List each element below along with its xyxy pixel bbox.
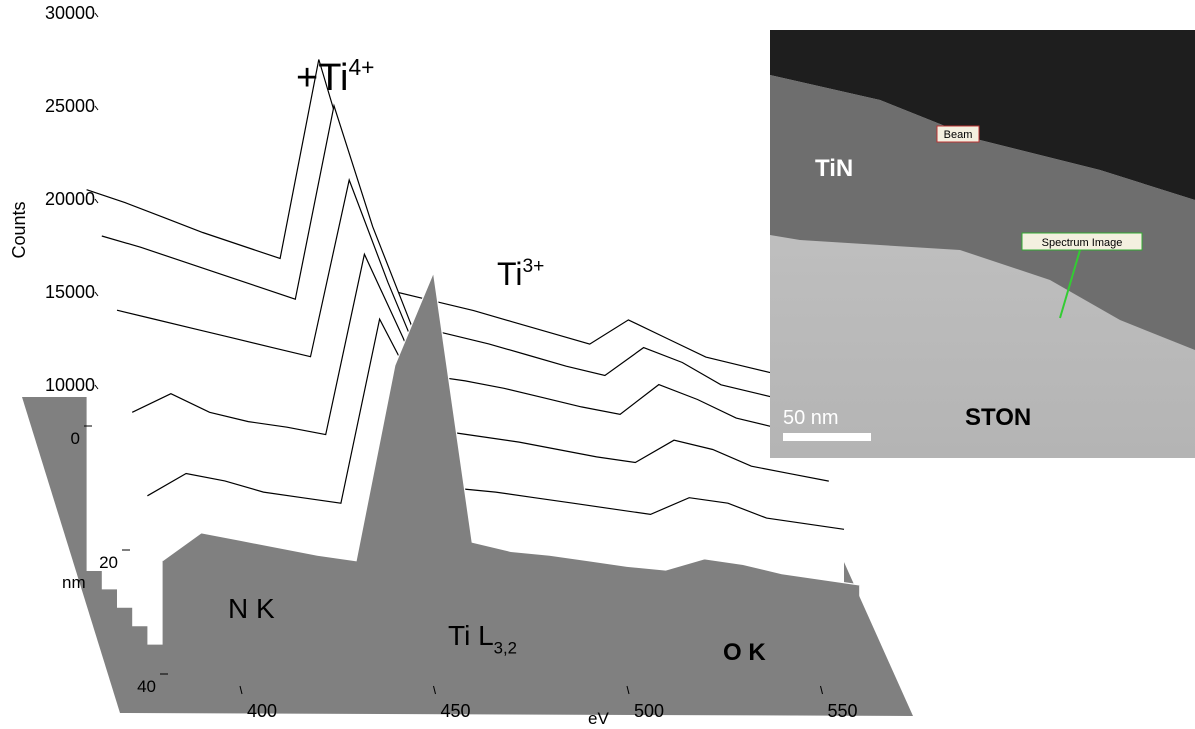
y-tick-label: 30000 bbox=[45, 3, 95, 23]
region-label: TiN bbox=[815, 155, 853, 182]
annotation-text: Ti L bbox=[448, 620, 494, 651]
x-tick-label: 400 bbox=[247, 701, 277, 721]
annotation: N K bbox=[228, 593, 275, 624]
marker-label: Beam bbox=[944, 129, 973, 141]
annotation-text: +Ti bbox=[296, 57, 348, 99]
z-tick-label: 40 bbox=[137, 677, 156, 696]
annotation-text: N K bbox=[228, 593, 275, 624]
figure: 50 nm TiN STON Beam Spectrum Image Count… bbox=[0, 0, 1195, 729]
annotation-text: Ti bbox=[497, 256, 522, 292]
z-tick-label: 20 bbox=[99, 553, 118, 572]
y-tick-label: 15000 bbox=[45, 282, 95, 302]
y-axis-label: Counts bbox=[9, 201, 29, 258]
annotation-superscript: 4+ bbox=[348, 54, 374, 80]
y-tick bbox=[95, 13, 98, 17]
scale-bar-label: 50 nm bbox=[783, 407, 839, 429]
annotation-text: O K bbox=[723, 639, 766, 666]
y-tick-label: 20000 bbox=[45, 189, 95, 209]
x-tick-label: 450 bbox=[440, 701, 470, 721]
z-tick-label: 0 bbox=[71, 429, 80, 448]
y-tick-label: 10000 bbox=[45, 375, 95, 395]
scale-bar bbox=[783, 433, 871, 441]
annotation-subscript: 3,2 bbox=[494, 638, 517, 657]
y-tick bbox=[95, 106, 98, 110]
region-label: STON bbox=[965, 404, 1031, 431]
x-tick-label: 550 bbox=[827, 701, 857, 721]
plot bbox=[87, 60, 860, 664]
y-tick-label: 25000 bbox=[45, 96, 95, 116]
annotation: O K bbox=[723, 639, 766, 666]
annotation: Ti3+ bbox=[497, 256, 544, 292]
z-axis-label: nm bbox=[62, 573, 86, 592]
x-axis-label: eV bbox=[588, 709, 609, 728]
marker-label: Spectrum Image bbox=[1042, 237, 1123, 249]
x-tick-label: 500 bbox=[634, 701, 664, 721]
annotation: +Ti4+ bbox=[296, 54, 374, 99]
annotation-superscript: 3+ bbox=[522, 256, 544, 277]
inset-image: 50 nm TiN STON Beam Spectrum Image bbox=[770, 30, 1195, 458]
